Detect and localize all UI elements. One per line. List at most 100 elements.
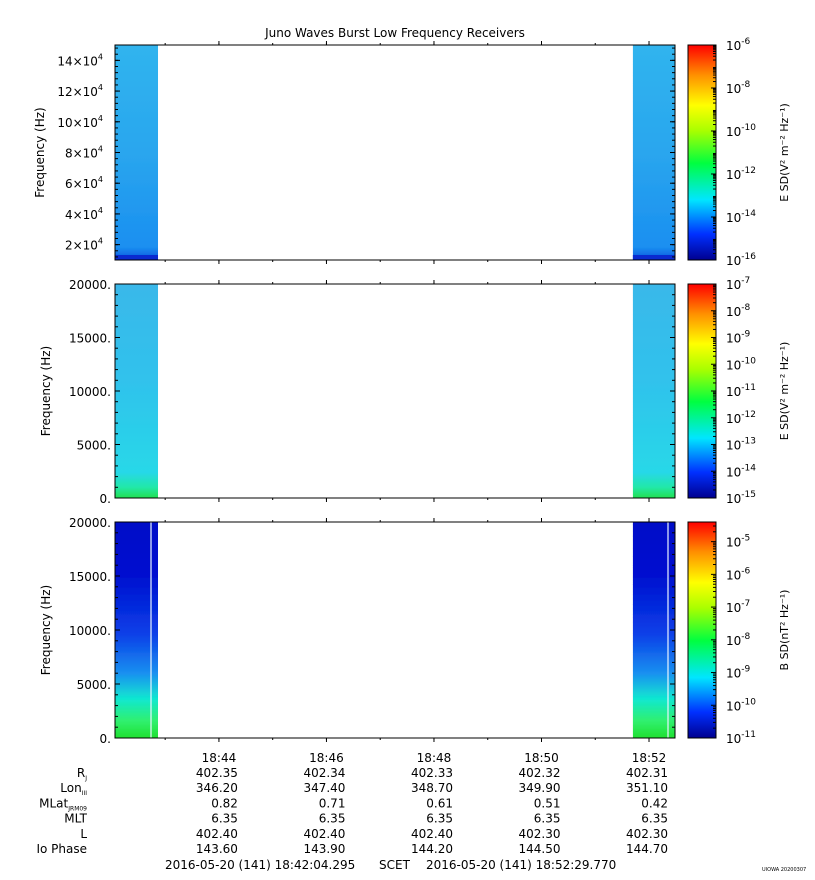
ephemeris-value: 402.40 [411, 827, 453, 841]
ephemeris-value: 402.34 [303, 766, 345, 780]
colorbar-tick-label: 10-16 [726, 252, 756, 268]
y-tick-label: 10000. [69, 385, 111, 399]
ephemeris-value: 6.35 [641, 812, 668, 826]
ephemeris-label: MLatJRM09 [39, 796, 87, 812]
spectrogram-panel-2: 0. 5000. 10000. 15000. 20000. Frequency (Hz) 1… [39, 276, 791, 506]
time-axis: 18:44 18:46 18:48 18:50 18:52 [202, 751, 667, 765]
burst-segment-2 [632, 45, 675, 260]
burst-segment-1 [115, 45, 159, 260]
panel-frame [114, 521, 676, 739]
low-frequency-band [115, 255, 159, 260]
panel-frame [114, 283, 676, 499]
burst-segment-1 [115, 284, 159, 498]
y-tick-label: 10000. [69, 624, 111, 638]
ephemeris-value: 402.35 [196, 766, 238, 780]
ephemeris-label: L [80, 827, 87, 841]
colorbar-tick-label: 10-8 [726, 303, 751, 319]
colorbar-label: E SD(V² m⁻² Hz⁻¹) [778, 342, 791, 441]
ephemeris-value: 0.51 [534, 796, 561, 810]
ephemeris-value: 143.90 [303, 842, 345, 856]
colorbar-3: 10-11 10-10 10-9 10-8 10-7 10-6 10-5 B SD(nT² H… [687, 521, 791, 746]
ephemeris-value: 144.70 [626, 842, 668, 856]
ephemeris-value: 144.20 [411, 842, 453, 856]
colorbar-2: 10-15 10-14 10-13 10-12 10-11 10-10 10-9 10-8 10… [687, 276, 791, 506]
colorbar-tick-label: 10-7 [726, 276, 750, 292]
ephemeris-value: 0.61 [426, 796, 453, 810]
ephemeris-label: Io Phase [36, 842, 87, 856]
ephemeris-value: 402.33 [411, 766, 453, 780]
y-tick-label: 10×104 [57, 114, 103, 130]
time-tick-label: 18:44 [202, 751, 237, 765]
y-tick-label: 8×104 [65, 145, 103, 161]
ephemeris-value: 402.31 [626, 766, 668, 780]
colorbar-tick-label: 10-11 [726, 730, 756, 746]
colorbar-label: B SD(nT² Hz⁻¹) [778, 590, 791, 671]
colorbar-tick-label: 10-9 [726, 330, 751, 346]
colorbar-tick-label: 10-8 [726, 632, 751, 648]
spectrogram-panel-3: 0. 5000. 10000. 15000. 20000. Frequency (Hz) 1… [39, 516, 791, 746]
y-axis-label: Frequency (Hz) [33, 107, 47, 198]
ephemeris-value: 402.40 [196, 827, 238, 841]
ephemeris-value: 402.32 [518, 766, 560, 780]
footer: 2016-05-20 (141) 18:42:04.295 SCET 2016-… [165, 858, 806, 873]
colorbar-tick-label: 10-11 [726, 383, 756, 399]
ephemeris-value: 143.60 [196, 842, 238, 856]
ephemeris-value: 6.35 [319, 812, 346, 826]
ephemeris-value: 349.90 [518, 781, 560, 795]
colorbar-tick-label: 10-10 [726, 356, 756, 372]
footer-stamp: UIOWA 20200307 [762, 867, 806, 873]
ephemeris-value: 6.35 [211, 812, 238, 826]
colorbar-scale [687, 521, 717, 739]
time-tick-label: 18:48 [417, 751, 452, 765]
panel-frame [114, 44, 676, 261]
ephemeris-value: 351.10 [626, 781, 668, 795]
y-tick-label: 12×104 [57, 83, 103, 99]
ephemeris-value: 402.30 [518, 827, 560, 841]
ephemeris-value: 348.70 [411, 781, 453, 795]
ephemeris-value: 402.30 [626, 827, 668, 841]
colorbar-tick-label: 10-7 [726, 599, 750, 615]
y-tick-label: 14×104 [57, 52, 103, 68]
footer-scet-label: SCET [379, 858, 411, 872]
y-tick-label: 15000. [69, 332, 111, 346]
colorbar-tick-label: 10-5 [726, 534, 750, 550]
ephemeris-value: 6.35 [426, 812, 453, 826]
y-axis-label: Frequency (Hz) [39, 346, 53, 437]
y-tick-label: 0. [100, 492, 111, 506]
colorbar-tick-label: 10-14 [726, 463, 756, 479]
colorbar-tick-label: 10-9 [726, 665, 751, 681]
burst-segment-2 [632, 284, 675, 498]
y-tick-label: 6×104 [65, 175, 103, 191]
time-tick-label: 18:46 [309, 751, 344, 765]
ephemeris-value: 402.40 [303, 827, 345, 841]
ephemeris-label: MLT [64, 812, 87, 826]
colorbar-tick-label: 10-6 [726, 37, 751, 53]
low-frequency-band [632, 255, 675, 260]
y-tick-label: 5000. [77, 678, 111, 692]
y-tick-label: 20000. [69, 278, 111, 292]
colorbar-scale [687, 44, 717, 261]
ephemeris-value: 0.42 [641, 796, 668, 810]
colorbar-tick-label: 10-14 [726, 209, 756, 225]
y-tick-label: 4×104 [65, 206, 103, 222]
colorbar-tick-label: 10-10 [726, 697, 756, 713]
ephemeris-value: 0.82 [211, 796, 238, 810]
colorbar-tick-label: 10-10 [726, 123, 756, 139]
ephemeris-value: 346.20 [196, 781, 238, 795]
colorbar-tick-label: 10-12 [726, 166, 756, 182]
burst-segment-2 [632, 522, 675, 738]
y-tick-label: 15000. [69, 570, 111, 584]
colorbar-tick-label: 10-12 [726, 410, 756, 426]
colorbar-tick-label: 10-6 [726, 566, 751, 582]
y-axis-label: Frequency (Hz) [39, 585, 53, 676]
ephemeris-table: RJ 402.35 402.34 402.33 402.32 402.31 LonIII 34… [36, 766, 668, 856]
colorbar-tick-label: 10-13 [726, 437, 756, 453]
ephemeris-value: 144.50 [518, 842, 560, 856]
y-tick-label: 2×104 [65, 237, 103, 253]
ephemeris-value: 0.71 [319, 796, 346, 810]
colorbar-label: E SD(V² m⁻² Hz⁻¹) [778, 103, 791, 202]
ephemeris-value: 347.40 [303, 781, 345, 795]
colorbar-tick-label: 10-15 [726, 490, 756, 506]
ephemeris-label: RJ [77, 766, 87, 782]
